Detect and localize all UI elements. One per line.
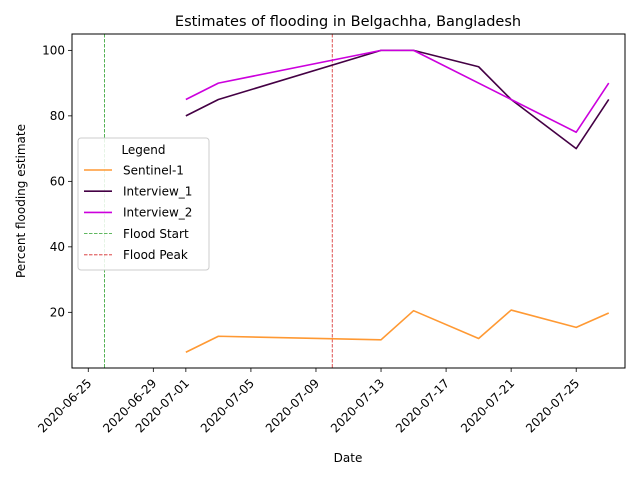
y-tick-label: 40	[50, 240, 65, 254]
series-line-sentinel-1	[185, 309, 610, 353]
legend-title: Legend	[121, 143, 165, 157]
plot-area	[104, 34, 610, 368]
y-tick-label: 80	[50, 109, 65, 123]
chart-title: Estimates of flooding in Belgachha, Bang…	[175, 14, 521, 30]
y-tick-label: 100	[42, 44, 65, 58]
legend-box	[77, 137, 210, 271]
legend: Legend Sentinel-1 Interview_1 Interview_2 Fl…	[77, 137, 210, 271]
y-tick-label: 20	[50, 306, 65, 320]
series-line-interview-2	[185, 49, 610, 134]
legend-label: Flood Peak	[123, 248, 188, 262]
y-axis: 20 40 60 80 100	[42, 44, 72, 320]
plot-frame	[71, 33, 626, 369]
legend-label: Interview_1	[123, 185, 192, 199]
legend-label: Sentinel-1	[123, 163, 184, 177]
legend-label: Interview_2	[123, 206, 192, 220]
series-line-interview-1	[185, 49, 610, 150]
x-axis-label: Date	[334, 451, 363, 465]
legend-label: Flood Start	[123, 227, 189, 241]
y-tick-label: 60	[50, 175, 65, 189]
y-axis-label: Percent flooding estimate	[14, 124, 28, 278]
